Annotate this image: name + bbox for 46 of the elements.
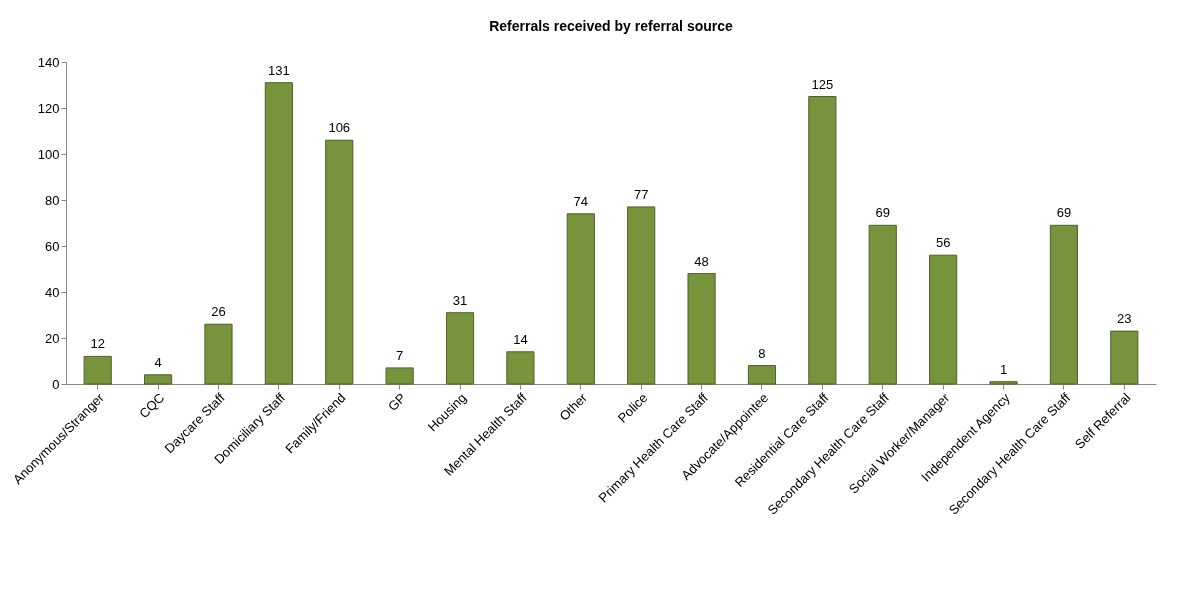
y-tick-label: 40 [45,284,60,300]
data-label: 69 [875,205,890,221]
data-label: 56 [935,235,951,251]
data-label: 31 [452,292,468,308]
bar [385,367,414,385]
bar [627,206,656,385]
data-label: 74 [573,193,589,209]
data-label: 4 [154,354,162,370]
bar [989,381,1018,385]
bar [264,82,293,385]
bar [929,254,958,385]
y-tick-label: 60 [45,238,60,254]
bar [747,365,777,385]
data-label: 131 [268,62,290,78]
data-label: 106 [328,120,351,136]
data-label: 26 [211,304,226,320]
y-tick-label: 80 [45,192,60,208]
data-label: 77 [633,186,649,202]
data-label: 1 [999,361,1008,377]
data-label: 14 [513,331,528,347]
bar [1110,330,1139,385]
x-tick-label: GP [384,390,409,414]
bar [204,323,233,385]
bar [868,224,897,385]
bar [325,139,354,385]
y-tick-label: 140 [37,54,60,70]
bar [144,374,173,385]
bar [808,96,837,385]
bar [445,312,475,385]
data-label: 48 [694,253,709,269]
data-label: 69 [1056,205,1072,221]
bar [83,355,112,385]
bar [506,351,535,385]
y-tick-label: 120 [37,100,60,116]
bar [1049,224,1078,385]
data-label: 7 [396,347,404,363]
data-label: 125 [811,76,834,92]
chart-title: Referrals received by referral source [489,18,733,34]
data-label: 23 [1117,311,1132,327]
data-label: 8 [758,345,766,361]
y-tick-label: 20 [45,330,60,346]
bar [687,273,716,385]
y-tick-label: 100 [37,146,60,162]
bar [566,213,595,385]
data-label: 12 [90,336,105,352]
y-tick-label: 0 [52,376,60,392]
